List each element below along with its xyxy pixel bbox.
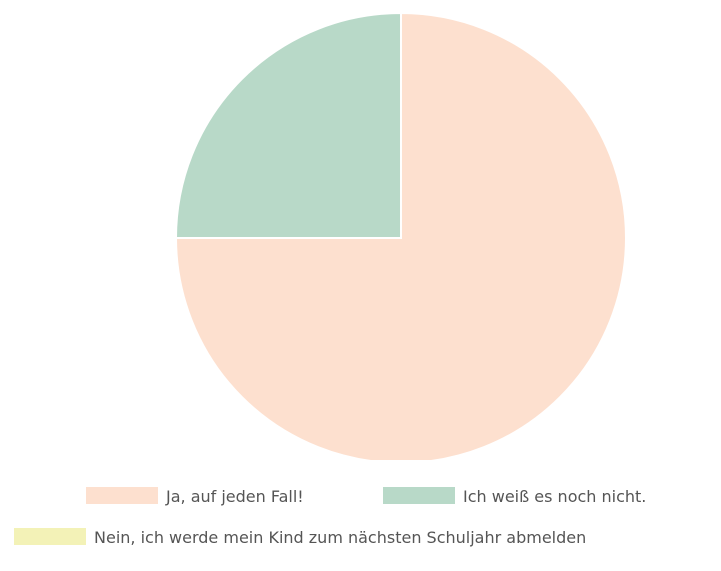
- pie-slice-0[interactable]: [174, 11, 627, 460]
- pie-chart: [174, 11, 627, 460]
- legend-entry-weiss-nicht[interactable]: Ich weiß es noch nicht.: [383, 487, 646, 506]
- legend-label-ja: Ja, auf jeden Fall!: [166, 487, 304, 506]
- legend-entry-nein[interactable]: Nein, ich werde mein Kind zum nächsten S…: [14, 528, 654, 547]
- legend-swatch-nein: [14, 528, 86, 545]
- legend-entry-ja[interactable]: Ja, auf jeden Fall!: [86, 487, 304, 506]
- legend-swatch-weiss-nicht: [383, 487, 455, 504]
- legend-swatch-ja: [86, 487, 158, 504]
- legend-label-nein: Nein, ich werde mein Kind zum nächsten S…: [94, 528, 587, 547]
- legend-label-weiss-nicht: Ich weiß es noch nicht.: [463, 487, 647, 506]
- pie-slice-1[interactable]: [174, 11, 402, 239]
